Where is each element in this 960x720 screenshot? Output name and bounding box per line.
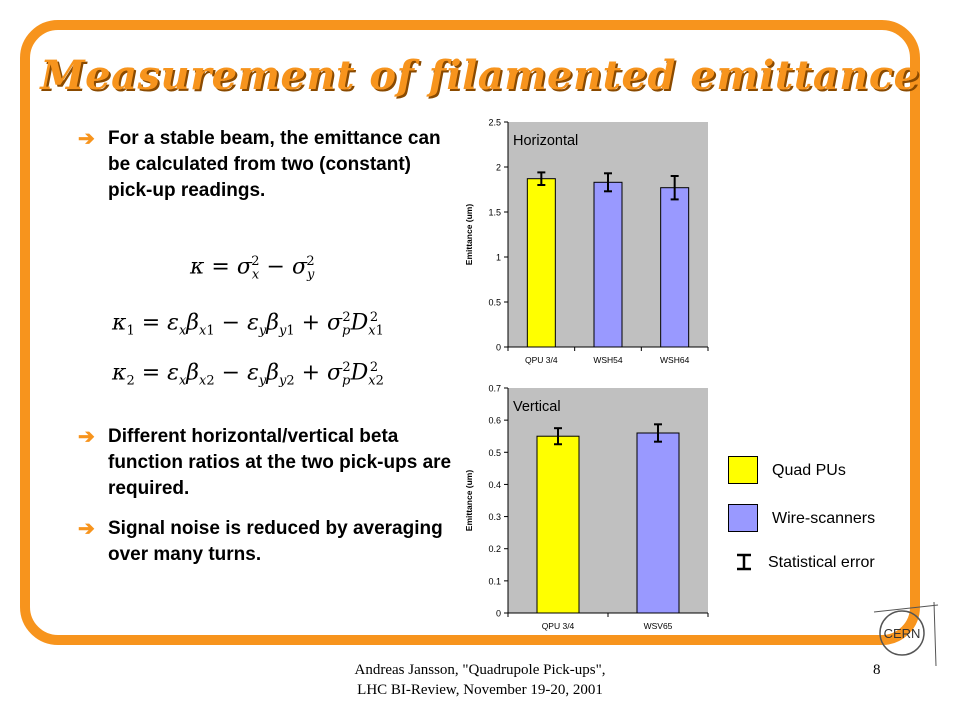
arrow-icon: ➔	[78, 518, 95, 540]
arrow-icon: ➔	[78, 426, 95, 448]
bullet-3: ➔ Signal noise is reduced by averaging o…	[78, 516, 448, 568]
slide-title: Measurement of filamented emittance	[40, 52, 920, 99]
y-tick-label: 0	[496, 609, 501, 619]
x-tick-label: QPU 3/4	[542, 621, 575, 631]
error-bar-icon	[737, 553, 751, 571]
footer: Andreas Jansson, "Quadrupole Pick-ups", …	[260, 660, 700, 700]
y-tick-label: 2	[496, 163, 501, 173]
horizontal-emittance-chart: 0 0.5 1 1.5 2 2.5 Emittance (um) Horizontal QPU …	[464, 118, 709, 365]
slide-frame	[20, 20, 920, 645]
y-tick-label: 1.5	[488, 208, 501, 218]
y-tick-label: 0.4	[488, 480, 501, 490]
y-tick-label: 0.7	[488, 384, 501, 394]
cern-logo-text: CERN	[884, 626, 921, 641]
x-tick-label: WSV65	[644, 621, 673, 631]
y-tick-label: 0.2	[488, 544, 501, 554]
bullet-1-text: For a stable beam, the emittance can be …	[108, 128, 441, 201]
panel-title: Vertical	[513, 399, 561, 415]
cern-logo: CERN	[873, 601, 939, 667]
bullet-3-text: Signal noise is reduced by averaging ove…	[108, 518, 443, 565]
legend-wire-swatch	[728, 504, 758, 532]
y-tick-label: 0.1	[488, 576, 501, 586]
y-tick-label: 0.6	[488, 416, 501, 426]
bar-qpu-3-4	[536, 435, 580, 614]
legend-quad-swatch	[728, 456, 758, 484]
y-axis-title: Emittance (um)	[464, 470, 474, 532]
equation-kappa: κ = σx2 − σy2	[190, 254, 315, 283]
bar-qpu-3-4	[526, 178, 556, 348]
footer-line-2: LHC BI-Review, November 19-20, 2001	[357, 682, 603, 698]
equation-kappa-2: κ2 = εxβx2 − εyβy2 + σp2Dx22	[112, 360, 384, 389]
footer-line-1: Andreas Jansson, "Quadrupole Pick-ups",	[354, 662, 606, 678]
y-axis-title: Emittance (um)	[464, 204, 474, 266]
bullet-2-text: Different horizontal/vertical beta funct…	[108, 426, 452, 499]
x-tick-label: WSH64	[660, 355, 690, 365]
y-tick-label: 2.5	[488, 118, 501, 128]
bar-wsh54	[593, 181, 623, 348]
y-tick-label: 0.5	[488, 298, 501, 308]
vertical-emittance-chart: 0 0.1 0.2 0.3 0.4 0.5 0.6 0.7 Emittance (um) Vert…	[464, 384, 709, 631]
x-tick-label: WSH54	[593, 355, 623, 365]
arrow-icon: ➔	[78, 128, 95, 150]
y-tick-label: 0	[496, 343, 501, 353]
y-tick-label: 0.3	[488, 512, 501, 522]
bullet-1: ➔ For a stable beam, the emittance can b…	[78, 126, 448, 204]
x-tick-label: QPU 3/4	[525, 355, 558, 365]
legend-wire-label: Wire-scanners	[772, 510, 876, 527]
panel-title: Horizontal	[513, 133, 578, 149]
legend-quad-label: Quad PUs	[772, 462, 846, 479]
bar-wsv65	[636, 432, 680, 614]
equation-kappa-1: κ1 = εxβx1 − εyβy1 + σp2Dx12	[112, 310, 384, 339]
bullet-2: ➔ Different horizontal/vertical beta fun…	[78, 424, 458, 502]
y-tick-label: 0.5	[488, 448, 501, 458]
y-tick-label: 1	[496, 253, 501, 263]
bar-wsh64	[660, 187, 690, 348]
page-number: 8	[873, 662, 881, 678]
legend-error-label: Statistical error	[768, 554, 875, 571]
